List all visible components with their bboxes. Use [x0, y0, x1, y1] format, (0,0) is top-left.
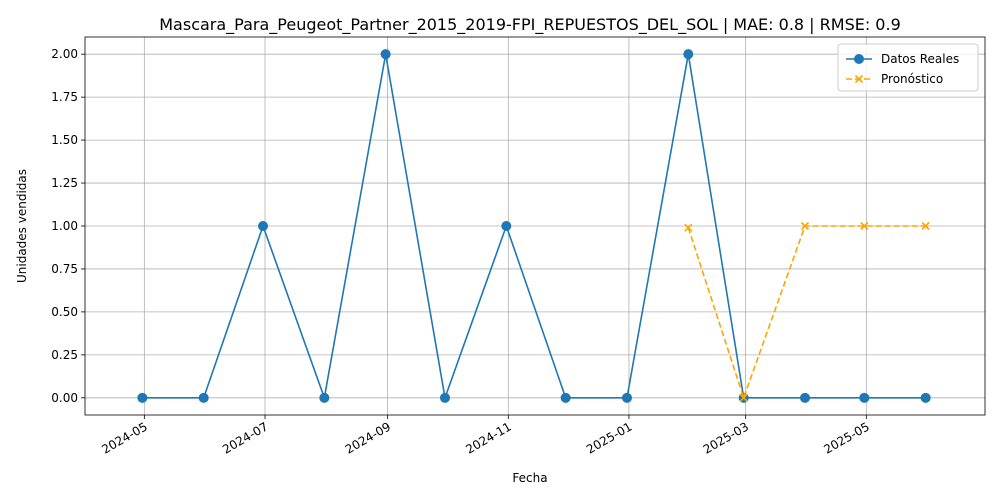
series-0-point [800, 392, 810, 403]
series-layer [137, 49, 931, 403]
y-tick-label: 0.00 [51, 391, 78, 405]
legend-items: Datos Reales Pronóstico [846, 52, 959, 86]
legend-swatch-marker-stroke [854, 74, 864, 84]
grid [85, 37, 985, 415]
series-0-point [380, 49, 391, 60]
series-0-point [560, 392, 571, 403]
y-tick-label: 0.75 [51, 262, 78, 276]
y-tick-label: 0.25 [51, 348, 78, 362]
y-tick-label: 1.25 [51, 176, 78, 190]
series-0-point [621, 392, 632, 403]
y-tick-label: 1.50 [51, 133, 78, 147]
series-1-point [860, 221, 869, 231]
x-tick-label: 2024-07 [220, 419, 270, 456]
x-tick-label: 2025-03 [701, 419, 751, 456]
series-0-point [501, 221, 512, 231]
series-0-point [258, 221, 269, 231]
series-0-point [319, 392, 330, 403]
series-0-point [440, 392, 450, 403]
series-0 [137, 49, 931, 403]
x-tick-label: 2024-09 [343, 419, 393, 456]
series-1-point-stroke [860, 221, 869, 231]
y-tick-label: 2.00 [51, 47, 78, 61]
series-1 [684, 221, 930, 402]
chart-title: Mascara_Para_Peugeot_Partner_2015_2019-F… [159, 15, 901, 35]
y-tick-label: 0.50 [51, 305, 78, 319]
series-1-point [739, 393, 748, 402]
x-tick-label: 2024-05 [99, 419, 149, 456]
series-1-point [921, 221, 930, 231]
x-tick-label: 2025-01 [584, 419, 634, 456]
legend-label: Pronóstico [881, 72, 943, 86]
series-0-point [137, 392, 148, 403]
series-0-line [142, 54, 926, 401]
x-tick-label: 2024-11 [463, 419, 513, 456]
series-1-point [684, 223, 693, 232]
legend-swatch-marker [854, 74, 864, 84]
series-1-point [800, 221, 810, 231]
legend: Datos Reales Pronóstico [837, 43, 979, 92]
series-0-point [859, 392, 870, 403]
series-1-point-stroke [800, 221, 810, 231]
x-axis-label: Fecha [512, 471, 547, 485]
series-0-point [198, 392, 209, 403]
series-1-point-stroke [921, 221, 930, 231]
y-axis-label: Unidades vendidas [15, 169, 29, 283]
series-1-point-stroke [684, 223, 693, 232]
legend-label: Datos Reales [881, 52, 959, 66]
legend-box [837, 43, 979, 92]
ticks: 2024-05 2024-07 2024-09 2024-11 2025-01 2025-… [51, 47, 872, 456]
y-tick-label: 1.00 [51, 219, 78, 233]
series-0-point [920, 392, 931, 403]
legend-swatch-marker [854, 54, 864, 64]
series-1-point-stroke [739, 393, 748, 402]
y-tick-label: 1.75 [51, 90, 78, 104]
series-0-point [683, 49, 694, 60]
x-tick-label: 2025-05 [821, 419, 871, 456]
